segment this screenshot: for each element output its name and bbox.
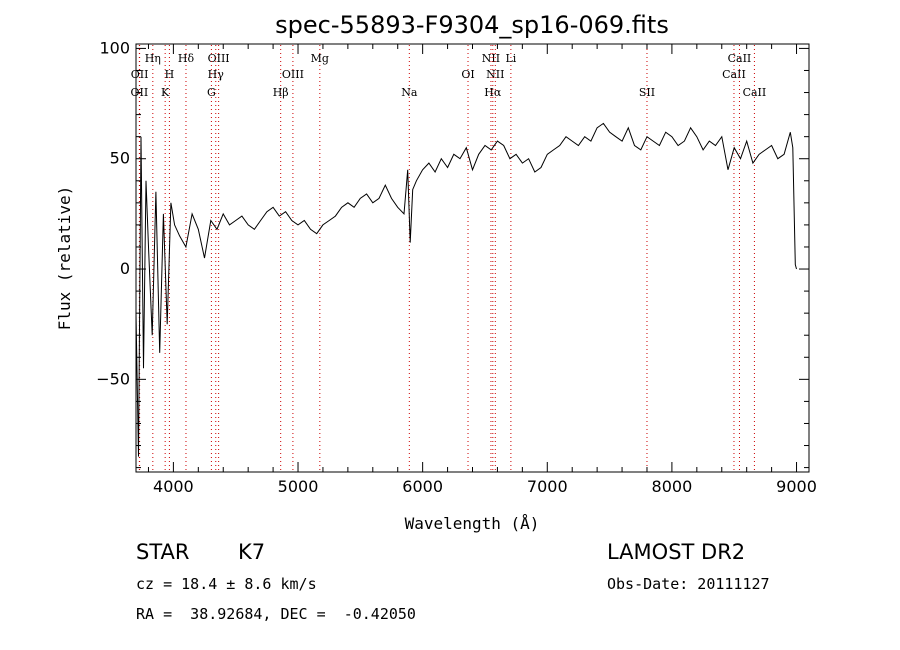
- redshift-cz: cz = 18.4 ± 8.6 km/s: [136, 575, 317, 593]
- spectral-line-label: Hβ: [273, 86, 289, 99]
- spectral-line-label: SII: [639, 86, 655, 99]
- spectral-line-label: G: [207, 86, 216, 99]
- spectral-line-label: Na: [401, 86, 418, 99]
- spectral-line-label: OIII: [282, 68, 304, 81]
- y-tick-label: 0: [120, 259, 130, 278]
- y-axis-label: Flux (relative): [55, 186, 74, 331]
- x-tick-label: 5000: [278, 477, 319, 496]
- x-tick-label: 9000: [776, 477, 817, 496]
- spectral-line-label: K: [161, 86, 170, 99]
- coordinates: RA = 38.92684, DEC = -0.42050: [136, 605, 416, 623]
- y-tick-label: −50: [96, 369, 130, 388]
- spectral-line-label: Mg: [311, 52, 329, 65]
- spectral-line-label: CaII: [728, 52, 752, 65]
- plot-frame: [135, 43, 810, 473]
- spectral-line-label: CaII: [743, 86, 767, 99]
- x-tick-label: 8000: [652, 477, 693, 496]
- spectral-line-label: NII: [486, 68, 504, 81]
- y-tick-label: 100: [99, 38, 130, 57]
- spectral-line-label: CaII: [722, 68, 746, 81]
- spectral-line-label: NII: [482, 52, 500, 65]
- flux-series-line: [135, 122, 797, 457]
- object-subclass: K7: [238, 540, 266, 564]
- x-tick-label: 7000: [527, 477, 568, 496]
- spectral-line-label: Hδ: [178, 52, 195, 65]
- spectral-line-label: H: [165, 68, 175, 81]
- spectral-line-label: OIII: [208, 52, 230, 65]
- x-tick-label: 6000: [402, 477, 443, 496]
- object-class: STAR: [136, 540, 190, 564]
- spectral-line-label: Hα: [484, 86, 502, 99]
- x-axis-label: Wavelength (Å): [405, 514, 540, 533]
- spectral-line-label: OI: [461, 68, 474, 81]
- observation-date: Obs-Date: 20111127: [607, 575, 770, 593]
- y-tick-label: 50: [110, 149, 130, 168]
- survey-name: LAMOST DR2: [607, 540, 746, 564]
- chart-title: spec-55893-F9304_sp16-069.fits: [275, 11, 669, 39]
- spectral-line-label: Li: [505, 52, 516, 65]
- spectral-line-label: Hγ: [208, 68, 225, 81]
- axis-ticks-layer: 4000 5000 6000 7000 8000 9000 −50 0 50 100: [96, 38, 817, 496]
- x-tick-label: 4000: [153, 477, 194, 496]
- spectral-line-label: OII: [131, 68, 149, 81]
- spectral-line-label: Hη: [145, 52, 161, 65]
- spectrum-chart: spec-55893-F9304_sp16-069.fits OIIOIIHηH…: [55, 11, 817, 533]
